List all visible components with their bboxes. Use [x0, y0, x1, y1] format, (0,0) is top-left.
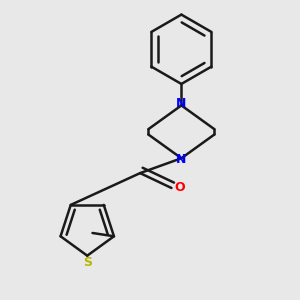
Text: O: O: [174, 182, 185, 194]
Text: S: S: [83, 256, 92, 269]
Text: N: N: [176, 153, 187, 167]
Text: N: N: [176, 97, 187, 110]
